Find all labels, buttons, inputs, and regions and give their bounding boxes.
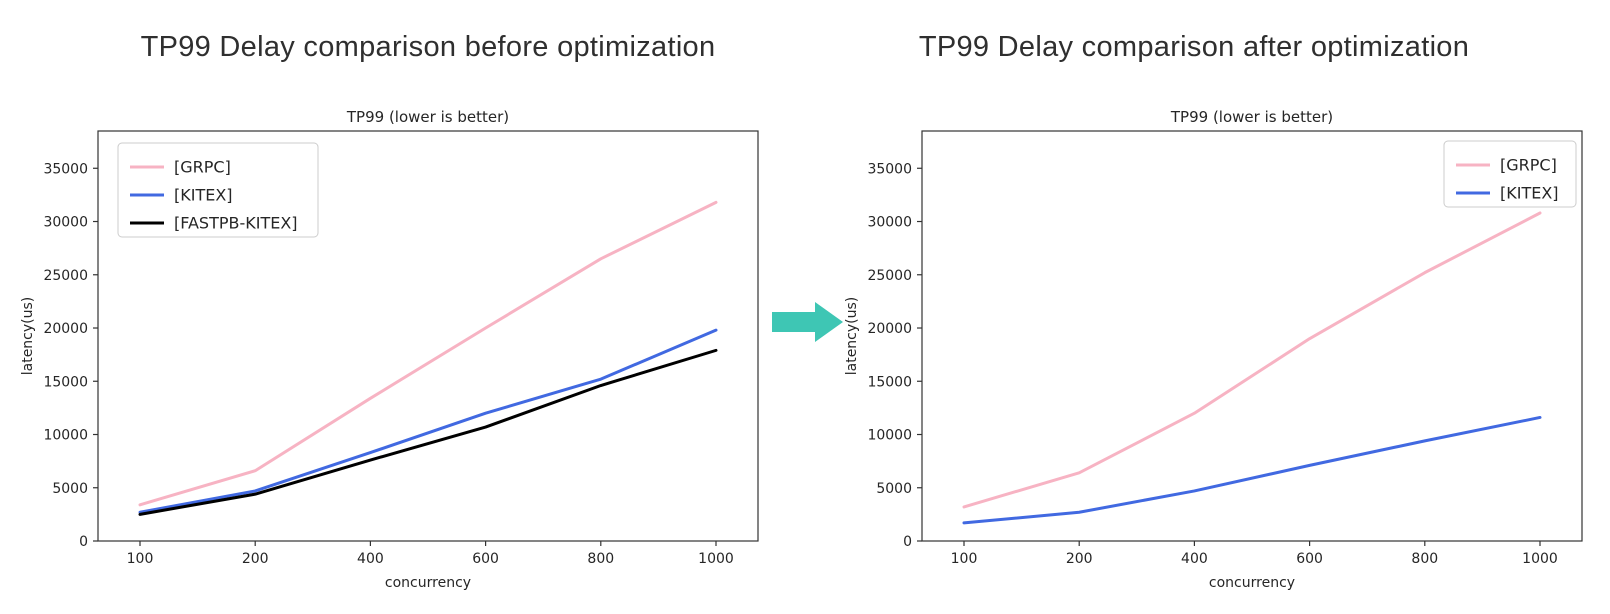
y-tick-label: 20000 bbox=[43, 321, 88, 337]
x-tick-label: 400 bbox=[1181, 551, 1208, 567]
line-chart-before: TP99 (lower is better) 0 5000 10000 15000 200… bbox=[20, 108, 759, 591]
y-tick-label: 10000 bbox=[867, 428, 912, 444]
y-tick-label: 25000 bbox=[867, 268, 912, 284]
x-tick-label: 1000 bbox=[1522, 551, 1558, 567]
x-tick-label: 100 bbox=[951, 551, 978, 567]
plot-area bbox=[921, 130, 1583, 542]
x-axis-label: concurrency bbox=[1209, 575, 1295, 591]
y-tick-label: 35000 bbox=[43, 161, 88, 177]
series-line-grpc bbox=[962, 211, 1542, 509]
y-tick-label: 15000 bbox=[867, 374, 912, 390]
series-line-kitex bbox=[138, 328, 718, 514]
legend-box bbox=[117, 142, 319, 238]
legend: [GRPC] [KITEX] [FASTPB-KITEX] bbox=[117, 142, 319, 238]
x-tick-label: 600 bbox=[472, 551, 499, 567]
right-arrow-icon bbox=[772, 302, 843, 342]
x-tick-label: 100 bbox=[127, 551, 154, 567]
figure-before: TP99 Delay comparison before optimizatio… bbox=[10, 0, 770, 605]
x-tick-label: 200 bbox=[1066, 551, 1093, 567]
right-arrow-shape bbox=[772, 302, 843, 342]
y-tick-label: 35000 bbox=[867, 161, 912, 177]
series-line-fastpb-kitex bbox=[138, 348, 718, 516]
y-tick-label: 30000 bbox=[867, 215, 912, 231]
y-tick-label: 30000 bbox=[43, 215, 88, 231]
series-line-grpc bbox=[138, 200, 718, 507]
legend-box bbox=[1443, 140, 1577, 208]
x-axis-label: concurrency bbox=[385, 575, 471, 591]
chart-title: TP99 (lower is better) bbox=[346, 108, 509, 126]
y-axis-label: latency(us) bbox=[20, 297, 36, 376]
legend-label: [GRPC] bbox=[174, 158, 231, 177]
legend-entry: [KITEX] bbox=[130, 186, 233, 205]
y-tick-label: 15000 bbox=[43, 374, 88, 390]
legend-entry: [GRPC] bbox=[1456, 156, 1557, 175]
optimization-arrow bbox=[767, 298, 847, 346]
y-tick-label: 5000 bbox=[52, 481, 88, 497]
legend: [GRPC] [KITEX] bbox=[1443, 140, 1577, 208]
legend-entry: [GRPC] bbox=[130, 158, 231, 177]
legend-label: [FASTPB-KITEX] bbox=[174, 214, 298, 233]
x-tick-label: 200 bbox=[242, 551, 269, 567]
y-tick-label: 0 bbox=[79, 534, 88, 550]
x-tick-label: 600 bbox=[1296, 551, 1323, 567]
x-tick-label: 800 bbox=[587, 551, 614, 567]
legend-label: [KITEX] bbox=[174, 186, 233, 205]
y-tick-label: 5000 bbox=[876, 481, 912, 497]
series-line-kitex bbox=[962, 415, 1542, 525]
figure-after: TP99 Delay comparison after optimization… bbox=[834, 0, 1594, 605]
x-tick-label: 400 bbox=[357, 551, 384, 567]
legend-label: [KITEX] bbox=[1500, 184, 1559, 203]
y-tick-label: 20000 bbox=[867, 321, 912, 337]
line-chart-after: TP99 (lower is better) 0 5000 10000 15000 200… bbox=[844, 108, 1583, 591]
legend-label: [GRPC] bbox=[1500, 156, 1557, 175]
figure-title-before: TP99 Delay comparison before optimizatio… bbox=[140, 31, 716, 63]
legend-entry: [KITEX] bbox=[1456, 184, 1559, 203]
y-tick-label: 0 bbox=[903, 534, 912, 550]
y-axis-label: latency(us) bbox=[844, 297, 860, 376]
plot-area bbox=[97, 130, 759, 542]
y-tick-label: 10000 bbox=[43, 428, 88, 444]
y-tick-label: 25000 bbox=[43, 268, 88, 284]
chart-title: TP99 (lower is better) bbox=[1170, 108, 1333, 126]
legend-entry: [FASTPB-KITEX] bbox=[130, 214, 298, 233]
figure-title-after: TP99 Delay comparison after optimization bbox=[918, 31, 1470, 63]
x-tick-label: 1000 bbox=[698, 551, 734, 567]
x-tick-label: 800 bbox=[1411, 551, 1438, 567]
